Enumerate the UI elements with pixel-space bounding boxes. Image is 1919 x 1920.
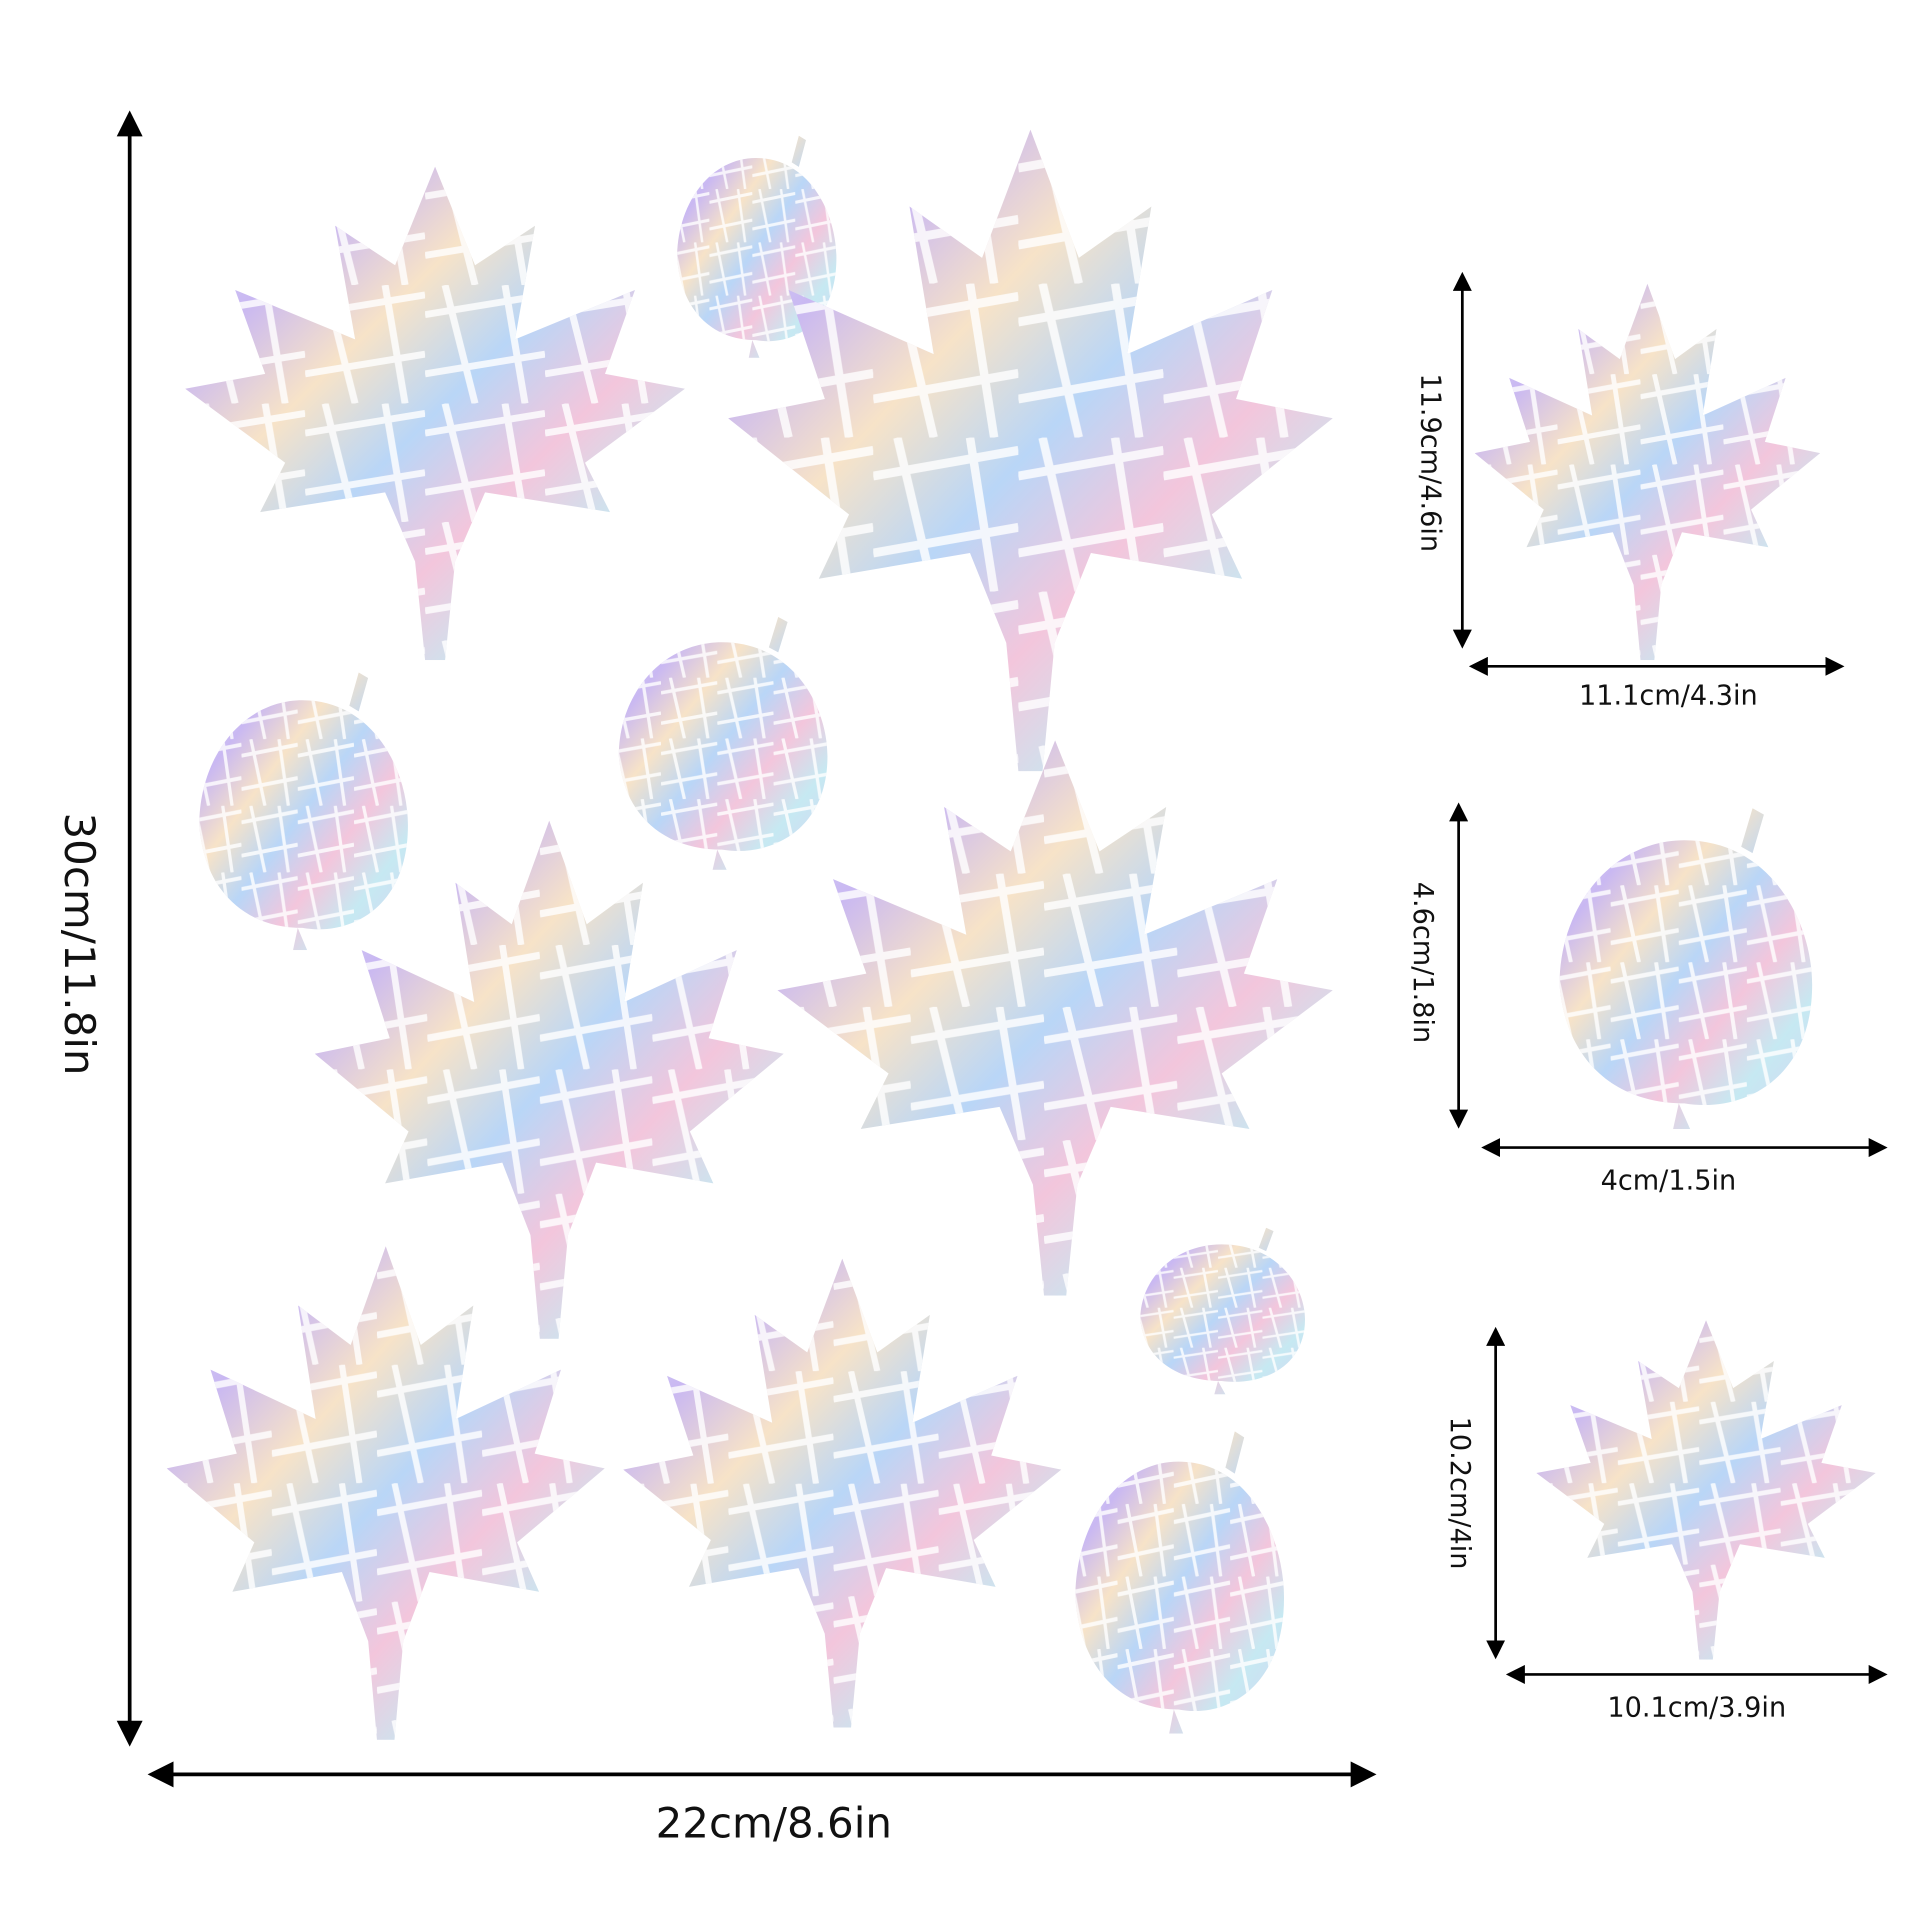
maple-sticker xyxy=(185,166,685,661)
maple-sticker xyxy=(777,740,1333,1296)
width-label: 10.1cm/3.9in xyxy=(1607,1692,1786,1723)
height-label: 30cm/11.8in xyxy=(55,812,104,1075)
dimensions: 30cm/11.8in 22cm/8.6in 11.9cm/4.6in 11.1… xyxy=(55,110,1888,1848)
stickers xyxy=(166,129,1876,1740)
height-label: 11.9cm/4.6in xyxy=(1415,373,1446,552)
acorn-sticker xyxy=(618,616,828,870)
width-label: 22cm/8.6in xyxy=(656,1799,892,1848)
acorn-sticker xyxy=(199,672,408,951)
maple-sticker xyxy=(1536,1320,1876,1660)
width-label: 4cm/1.5in xyxy=(1601,1166,1737,1197)
acorn-sticker xyxy=(1140,1227,1306,1395)
acorn-sticker xyxy=(1075,1431,1285,1734)
width-label: 11.1cm/4.3in xyxy=(1579,681,1758,712)
height-label: 4.6cm/1.8in xyxy=(1407,882,1438,1043)
maple-sticker xyxy=(1474,283,1821,661)
height-label: 10.2cm/4in xyxy=(1444,1417,1475,1570)
acorn-sticker xyxy=(1559,808,1813,1130)
maple-sticker xyxy=(623,1258,1062,1728)
